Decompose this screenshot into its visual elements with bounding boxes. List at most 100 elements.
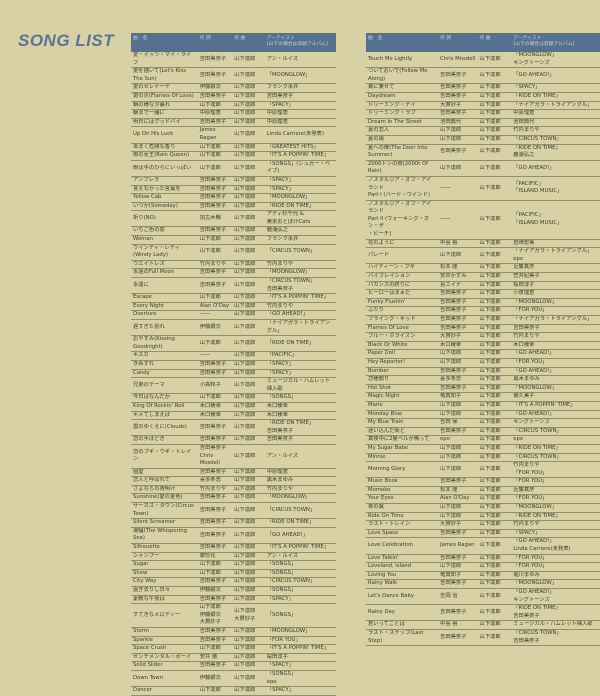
lyricist: 山下達郎 [199,152,221,159]
song-title: 愛を描いて(Let's Kiss The Sun) [133,68,186,82]
composer: 山下達郎 [234,185,256,192]
artist: 「RIDE ON TIME」 吉田美奈子 [513,605,561,619]
table-row: 明日にはグッドバイ 吉田美奈子 山下達郎 中原理恵 [131,119,336,128]
lyricist: 吉田美奈子 [199,176,227,183]
song-title: Rainy Walk [368,580,398,587]
artist: 「SPACY」 [266,176,294,183]
composer: 山下達郎 [234,662,256,669]
artist: 「RIDE ON TIME」 鹿浦弘之 [513,144,561,159]
song-title: Sparkle [133,636,153,643]
lyricist: Chris Mosdell [440,55,476,62]
lyricist: 中原理恵 [199,110,221,117]
table-row: Paper Doll 山下達郎 山下達郎 「GO AHEAD!」 [366,350,600,359]
composer: 山下達郎 [479,55,501,62]
composer: 山下達郎 [479,367,501,374]
artist: 「IT'S A POPPIN' TIME」 [513,401,576,408]
composer: 山下達郎 [234,131,256,138]
artist: フランク永井 [266,236,299,243]
song-title: Up On His Luck [133,131,174,138]
composer: 山下達郎 [234,627,256,634]
table-row: 朝の様な夕暮れ 山下達郎 山下達郎 「SPACY」 [131,102,336,111]
artist: 近藤真彦 [513,264,535,271]
lyricist: 山下達郎 [440,444,462,451]
table-row: Sunshine(愛の金色) 吉田美奈子 山下達郎 「MOONGLOW」 [131,494,336,504]
table-row: Marie 山下達郎 山下達郎 「IT'S A POPPIN' TIME」 [366,402,600,411]
table-row: 迷い込んだ街と 吉田美奈子 山下達郎 「CIRCUS TOWN」 [366,428,600,437]
table-row: ドリーミング・ラブ 吉田美奈子 山下達郎 中原理恵 [366,110,600,119]
composer: 山下達郎 [479,290,501,297]
lyricist: 吉田美奈子 [199,519,227,526]
composer: 山下達郎 [479,164,501,171]
table-row: 永遠に 吉田美奈子 山下達郎 「CIRCUS TOWN」 吉田美奈子 [131,278,336,295]
table-row: Rainy Day 吉田美奈子 山下達郎 「RIDE ON TIME」 吉田美奈子 [366,605,600,622]
lyricist: 喜多条忠 [199,477,221,484]
lyricist: 山下達郎 [440,504,462,511]
table-row: Morning Glory 山下達郎 山下達郎 竹内まりや 「FOR YOU」 [366,462,600,479]
lyricist: 吉田美奈子 [199,185,227,192]
lyricist: 山下達郎 [199,164,221,171]
composer: 山下達郎 [479,316,501,322]
lyricist: 伊藤銀次 [199,84,221,91]
table-row: ラスト・ステップ(Last Step) 吉田美奈子 山下達郎 「CIRCUS TOWN… [366,630,600,647]
lyricist: 山下達郎 [440,465,462,472]
table-row: Funky Flushin' 吉田美奈子 山下達郎 「MOONGLOW」 [366,299,600,308]
song-title: 雨は手のひらにいっぱい [133,164,192,171]
artist: 「CIRCUS TOWN」 [513,427,562,434]
composer: 山下達郎 [234,227,256,234]
table-row: ヒーローはまぁだ 吉田美奈子 山下達郎 小泉理恵 [366,290,600,299]
composer: 山下達郎 [234,519,256,526]
lyricist: James Ragan [199,127,217,141]
table-row: Your Eyes Alan O'Day 山下達郎 「FOR YOU」 [366,495,600,505]
artist: 中原理恵 [513,110,535,117]
lyricist: 山下達郎 [199,569,221,576]
song-title: Touch Me Lightly [368,55,413,62]
song-title: Let's Dance Baby [368,592,415,599]
composer: 山下達郎 [479,333,501,340]
song-title: Hot Shot [368,384,392,391]
song-title: Loving You [368,571,397,578]
lyricist: 吉田美奈子 [199,369,227,376]
artist: 「SPACY」 [266,595,294,602]
lyricist: 吉田美奈子 [440,529,467,536]
table-header: 曲 名 作 詞 作 曲 アーティスト (山下の場合は収録アルバム) [366,33,600,52]
table-row: 朝まで一緒に 中原理恵 山下達郎 中原理恵 [131,110,336,119]
table-row: 言えなかった言葉を 吉田美奈子 山下達郎 「SPACY」 [131,186,336,195]
song-title: サーカス・タウン(Circus Town) [133,503,194,517]
song-title: 過ぎ去りし日々 [133,587,171,593]
table-row: Escape 山下達郎 山下達郎 「IT'S A POPPIN' TIME」 [131,294,336,303]
song-title: Morning Glory [368,465,406,472]
song-title: 恋のブギ・ウギ・トレイン [133,448,192,463]
composer: 山下達郎 [234,645,256,652]
lyricist: —— [199,352,211,359]
composer: 山下達郎 [234,302,256,309]
table-row: 雨の女王(Rain Queen) 山下達郎 山下達郎 「IT'S A POPPIN' … [131,152,336,161]
song-title: さよならの夜明け [133,485,176,492]
composer: 山下達郎 [234,485,256,492]
artist: 「FOR YOU」 [513,478,548,485]
page-title: SONG LIST [18,31,115,50]
artist: 「ナイアガラ・トライアングル」 [513,101,593,108]
song-title: バイブレイション [368,273,411,280]
table-row: Flames Of Love 吉田美奈子 山下達郎 吉田美奈子 [366,325,600,334]
song-title: Down Town [133,674,163,681]
lyricist: 吉田美奈子 [440,608,467,615]
song-title: Love Space [368,529,399,536]
composer: 山下達郎 [234,494,256,501]
table-header: 曲 名 作 詞 作 曲 アーティスト (山下の場合は収録アルバム) [131,33,336,52]
song-title: Sugar [133,561,149,568]
song-title: 若いってことは [368,621,405,628]
composer: 山下達郎 [234,164,256,171]
artist: 堀川まゆみ [513,571,540,578]
lyricist: 吉田美奈子 [440,633,467,640]
song-title: Yellow Cab [133,194,162,201]
table-row: ついておいで(Follow Me Along) 吉田美奈子 山下達郎 「GO AHEA… [366,68,600,85]
composer: 山下達郎 [479,92,501,99]
artist: 黒木まゆみ [266,477,294,484]
artist: 「SPACY」 [266,360,294,367]
composer: 山下達郎 [479,101,501,108]
lyricist: 吉田美奈子 [199,544,227,551]
artist: 黒木まゆみ [513,376,540,383]
artist: 「CIRCUS TOWN」 [513,135,562,142]
table-row: いちご色の窓 吉田美奈子 山下達郎 鹿浦弘之 [131,227,336,237]
composer: 山下達郎 [479,110,501,117]
